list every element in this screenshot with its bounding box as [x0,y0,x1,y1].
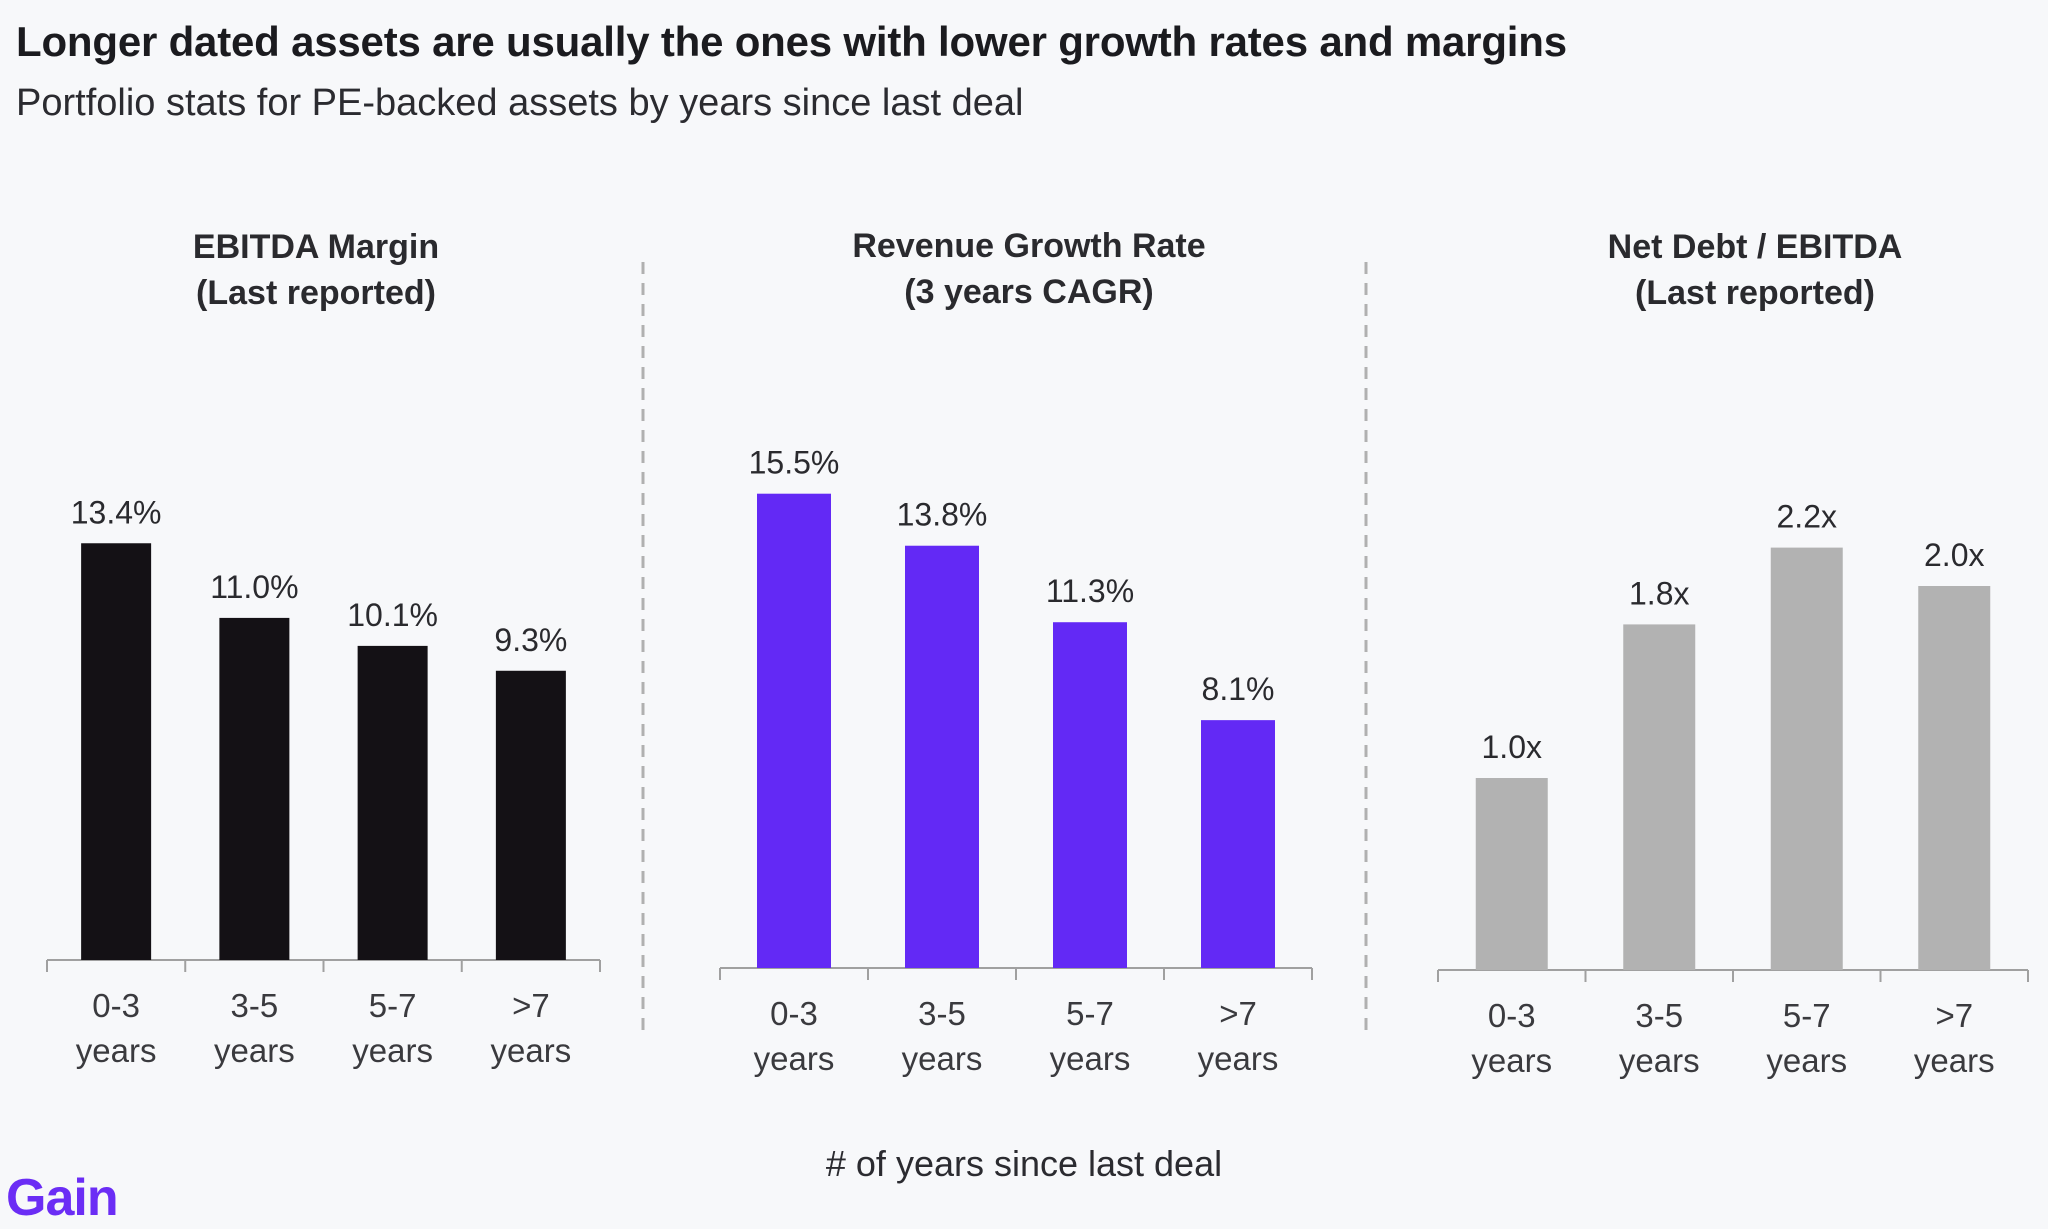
panel-subtitle-3: (Last reported) [1635,274,1875,312]
x-tick-label: 0-3 [1488,997,1536,1034]
x-tick-label: years [1050,1040,1131,1077]
x-tick-label: 5-7 [1066,995,1114,1032]
data-label: 2.0x [1924,537,1984,573]
data-label: 10.1% [347,597,438,633]
x-tick-label: >7 [1935,997,1973,1034]
data-label: 11.0% [210,569,298,605]
bar [1053,622,1127,968]
bar [495,670,566,960]
x-tick-label: 5-7 [369,987,417,1024]
x-tick-label: years [754,1040,835,1077]
data-label: 2.2x [1777,499,1837,535]
bar [357,645,428,960]
panel-title-1: EBITDA Margin [193,228,439,266]
x-tick-label: 3-5 [1635,997,1683,1034]
chart-subtitle: Portfolio stats for PE-backed assets by … [16,82,1024,124]
data-label: 8.1% [1202,671,1275,707]
bar [1918,586,1991,970]
data-label: 1.8x [1629,575,1689,611]
panel-title-3: Net Debt / EBITDA [1608,228,1903,266]
x-tick-label: years [1471,1042,1552,1079]
data-label: 1.0x [1482,729,1542,765]
bar [219,617,290,960]
panel-subtitle-1: (Last reported) [196,274,436,312]
bar [1623,624,1696,970]
x-tick-label: >7 [1219,995,1257,1032]
x-tick-label: years [1198,1040,1279,1077]
data-label: 13.8% [897,497,988,533]
x-tick-label: years [214,1032,295,1069]
bar [1475,778,1548,970]
panel-subtitle-2: (3 years CAGR) [904,273,1153,311]
gain-logo: Gain [6,1169,119,1227]
panel-title-2: Revenue Growth Rate [852,227,1205,265]
bar [757,493,831,968]
x-axis-title: # of years since last deal [825,1143,1223,1184]
bar [1201,720,1275,968]
x-tick-label: 3-5 [918,995,966,1032]
x-tick-label: 5-7 [1783,997,1831,1034]
x-tick-label: 3-5 [231,987,279,1024]
bar [1770,547,1843,970]
x-tick-label: years [1766,1042,1847,1079]
bar [81,543,152,960]
chart-title: Longer dated assets are usually the ones… [16,18,1567,65]
x-tick-label: >7 [512,987,550,1024]
x-tick-label: 0-3 [92,987,140,1024]
bar [905,545,979,968]
data-label: 15.5% [749,445,840,481]
x-tick-label: years [1914,1042,1995,1079]
x-tick-label: years [76,1032,157,1069]
data-label: 13.4% [71,494,162,530]
x-tick-label: 0-3 [770,995,818,1032]
x-tick-label: years [352,1032,433,1069]
x-tick-label: years [491,1032,572,1069]
x-tick-label: years [902,1040,983,1077]
data-label: 11.3% [1046,573,1134,609]
x-tick-label: years [1619,1042,1700,1079]
data-label: 9.3% [494,622,567,658]
